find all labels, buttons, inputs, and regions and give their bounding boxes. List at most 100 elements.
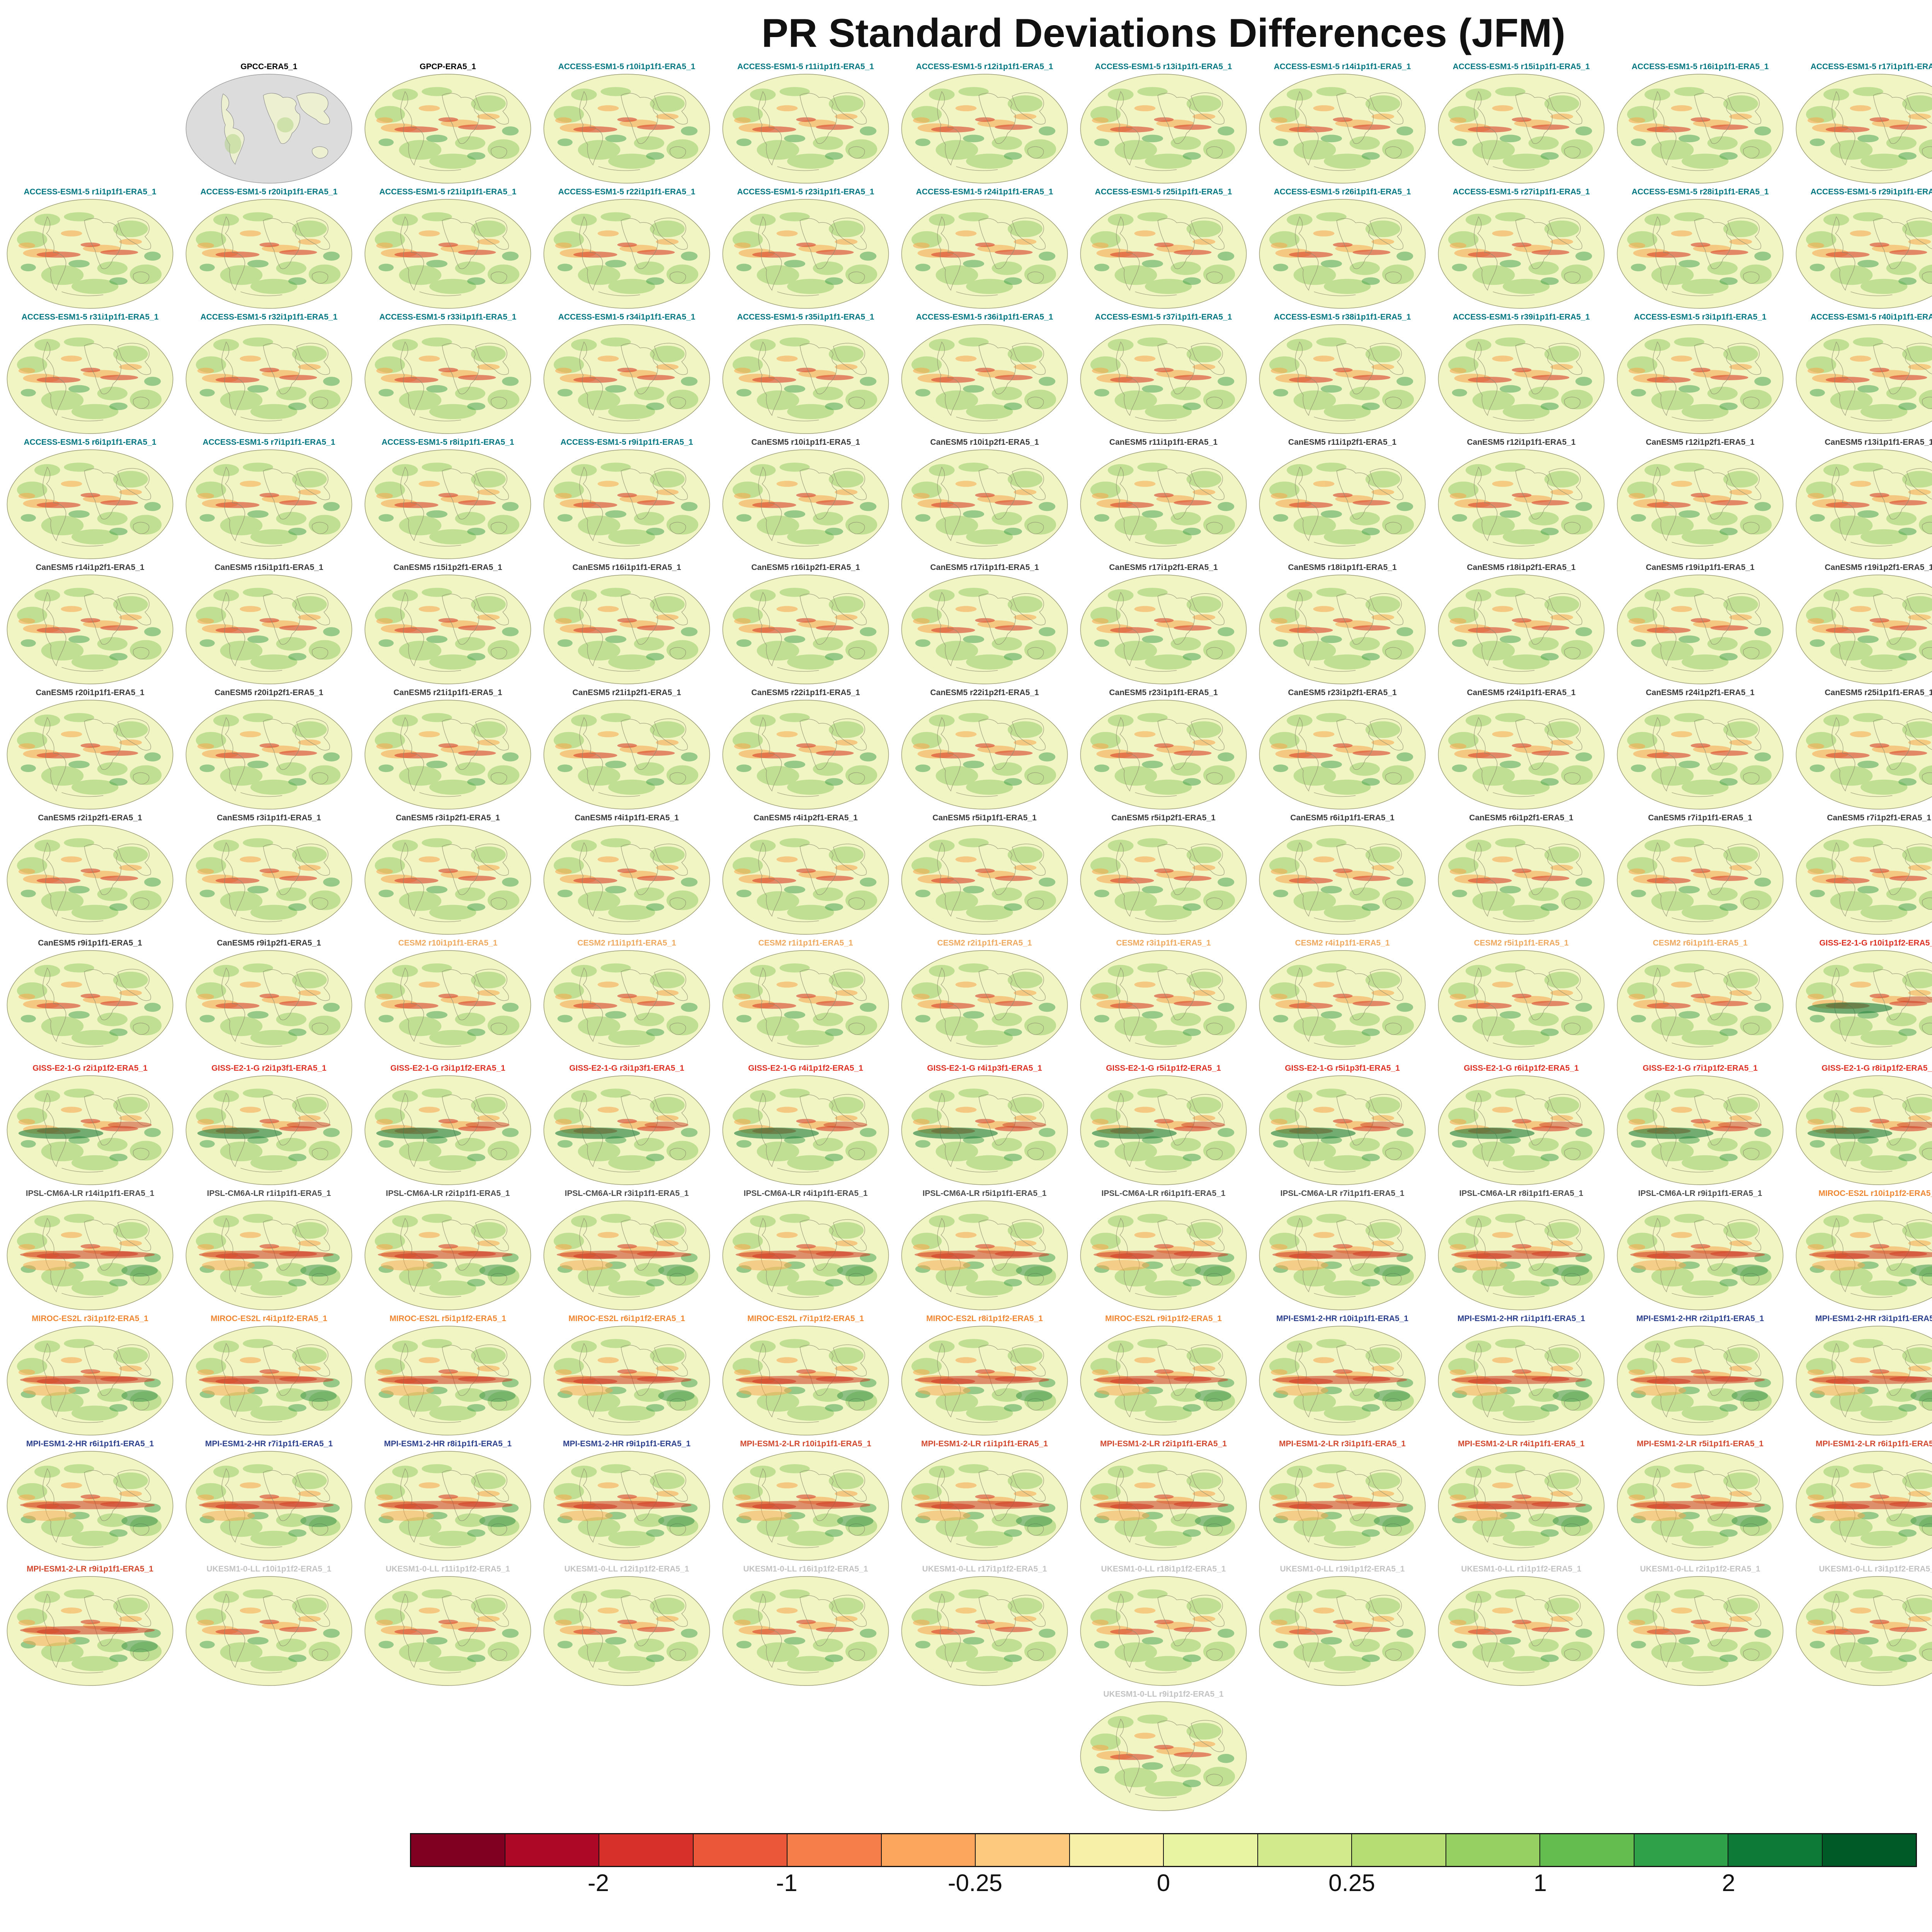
panel-label: CanESM5 r6i1p2f1-ERA5_1 — [1469, 813, 1573, 822]
world-map — [1793, 1574, 1932, 1688]
panel-label: ACCESS-ESM1-5 r14i1p1f1-ERA5_1 — [1274, 62, 1411, 71]
panel-label: ACCESS-ESM1-5 r40i1p1f1-ERA5_1 — [1810, 313, 1932, 321]
map-panel: MPI-ESM1-2-HR r7i1p1f1-ERA5_1 — [180, 1439, 359, 1564]
panel-label: MPI-ESM1-2-LR r10i1p1f1-ERA5_1 — [740, 1439, 871, 1448]
map-panel: ACCESS-ESM1-5 r10i1p1f1-ERA5_1 — [537, 62, 716, 187]
world-map — [4, 1199, 176, 1312]
map-panel: MIROC-ES2L r8i1p1f2-ERA5_1 — [895, 1314, 1074, 1439]
panel-label: MPI-ESM1-2-HR r10i1p1f1-ERA5_1 — [1276, 1314, 1408, 1323]
world-map — [1077, 573, 1250, 686]
world-map — [1793, 447, 1932, 561]
map-panel: CanESM5 r9i1p2f1-ERA5_1 — [180, 938, 359, 1063]
world-map — [1256, 1073, 1429, 1187]
panel-label: CanESM5 r5i1p2f1-ERA5_1 — [1111, 813, 1216, 822]
panel-label: IPSL-CM6A-LR r9i1p1f1-ERA5_1 — [1638, 1189, 1762, 1198]
map-panel: MPI-ESM1-2-HR r3i1p1f1-ERA5_1 — [1790, 1314, 1932, 1439]
panel-label: MPI-ESM1-2-LR r2i1p1f1-ERA5_1 — [1100, 1439, 1227, 1448]
panel-label: CESM2 r6i1p1f1-ERA5_1 — [1653, 939, 1748, 947]
world-map — [1435, 322, 1607, 436]
panel-label: CanESM5 r20i1p2f1-ERA5_1 — [214, 688, 323, 697]
world-map — [1077, 1449, 1250, 1563]
world-map — [1077, 1199, 1250, 1312]
panel-label: CanESM5 r19i1p1f1-ERA5_1 — [1646, 563, 1755, 572]
world-map — [1435, 1574, 1607, 1688]
map-panel: ACCESS-ESM1-5 r15i1p1f1-ERA5_1 — [1432, 62, 1611, 187]
map-panel: MPI-ESM1-2-LR r5i1p1f1-ERA5_1 — [1611, 1439, 1790, 1564]
world-map — [719, 447, 892, 561]
panel-label: CanESM5 r3i1p2f1-ERA5_1 — [396, 813, 500, 822]
map-panel: CESM2 r2i1p1f1-ERA5_1 — [895, 938, 1074, 1063]
map-panel: GISS-E2-1-G r2i1p3f1-ERA5_1 — [180, 1063, 359, 1189]
panel-label: UKESM1-0-LL r19i1p1f2-ERA5_1 — [1280, 1565, 1405, 1573]
map-panel: MIROC-ES2L r4i1p1f2-ERA5_1 — [180, 1314, 359, 1439]
world-map — [1614, 322, 1786, 436]
map-panel: CanESM5 r20i1p2f1-ERA5_1 — [180, 688, 359, 813]
map-panel: MIROC-ES2L r5i1p1f2-ERA5_1 — [359, 1314, 537, 1439]
world-map — [183, 1449, 355, 1563]
map-panel: MPI-ESM1-2-LR r6i1p1f1-ERA5_1 — [1790, 1439, 1932, 1564]
map-panel: ACCESS-ESM1-5 r28i1p1f1-ERA5_1 — [1611, 187, 1790, 312]
map-panel: CanESM5 r3i1p1f1-ERA5_1 — [180, 813, 359, 938]
panel-label: CESM2 r11i1p1f1-ERA5_1 — [577, 939, 676, 947]
map-panel: ACCESS-ESM1-5 r11i1p1f1-ERA5_1 — [716, 62, 895, 187]
figure-title: PR Standard Deviations Differences (JFM) — [761, 11, 1566, 56]
map-panel: MIROC-ES2L r7i1p1f2-ERA5_1 — [716, 1314, 895, 1439]
world-map — [362, 698, 534, 811]
map-panel: CanESM5 r19i1p2f1-ERA5_1 — [1790, 563, 1932, 688]
colorbar-tick-label: 1 — [1533, 1870, 1547, 1896]
map-panel: MPI-ESM1-2-LR r1i1p1f1-ERA5_1 — [895, 1439, 1074, 1564]
panel-label: CanESM5 r2i1p2f1-ERA5_1 — [38, 813, 142, 822]
map-panel: ACCESS-ESM1-5 r23i1p1f1-ERA5_1 — [716, 187, 895, 312]
world-map — [1256, 698, 1429, 811]
map-panel: UKESM1-0-LL r3i1p1f2-ERA5_1 — [1790, 1564, 1932, 1689]
panel-label: CanESM5 r19i1p2f1-ERA5_1 — [1825, 563, 1932, 572]
world-map — [1077, 823, 1250, 937]
map-panel: IPSL-CM6A-LR r4i1p1f1-ERA5_1 — [716, 1189, 895, 1314]
panel-label: MPI-ESM1-2-HR r6i1p1f1-ERA5_1 — [26, 1439, 154, 1448]
colorbar-segment — [1445, 1834, 1539, 1866]
map-panel: ACCESS-ESM1-5 r13i1p1f1-ERA5_1 — [1074, 62, 1253, 187]
map-panel: MPI-ESM1-2-HR r2i1p1f1-ERA5_1 — [1611, 1314, 1790, 1439]
panel-label: CanESM5 r12i1p2f1-ERA5_1 — [1646, 438, 1755, 447]
panel-label: ACCESS-ESM1-5 r10i1p1f1-ERA5_1 — [558, 62, 696, 71]
map-panel: UKESM1-0-LL r9i1p1f2-ERA5_1 — [1074, 1689, 1253, 1815]
world-map — [362, 1574, 534, 1688]
colorbar-segment — [1728, 1834, 1822, 1866]
panel-label: CanESM5 r13i1p1f1-ERA5_1 — [1825, 438, 1932, 447]
map-panel: CanESM5 r5i1p2f1-ERA5_1 — [1074, 813, 1253, 938]
map-panel: UKESM1-0-LL r12i1p1f2-ERA5_1 — [537, 1564, 716, 1689]
panel-label: ACCESS-ESM1-5 r9i1p1f1-ERA5_1 — [560, 438, 693, 447]
map-panel: CESM2 r4i1p1f1-ERA5_1 — [1253, 938, 1432, 1063]
panel-label: CanESM5 r6i1p1f1-ERA5_1 — [1290, 813, 1395, 822]
panel-label: MPI-ESM1-2-LR r1i1p1f1-ERA5_1 — [921, 1439, 1048, 1448]
panel-label: CanESM5 r24i1p2f1-ERA5_1 — [1646, 688, 1755, 697]
panel-label: GISS-E2-1-G r4i1p1f2-ERA5_1 — [748, 1064, 863, 1073]
panel-label: ACCESS-ESM1-5 r7i1p1f1-ERA5_1 — [202, 438, 335, 447]
map-panel: ACCESS-ESM1-5 r17i1p1f1-ERA5_1 — [1790, 62, 1932, 187]
world-map — [183, 698, 355, 811]
colorbar-segment — [975, 1834, 1069, 1866]
map-panel: GISS-E2-1-G r8i1p1f2-ERA5_1 — [1790, 1063, 1932, 1189]
panel-label: UKESM1-0-LL r18i1p1f2-ERA5_1 — [1101, 1565, 1226, 1573]
colorbar-tick-label: -1 — [776, 1870, 798, 1896]
world-map — [898, 823, 1071, 937]
panel-label: ACCESS-ESM1-5 r1i1p1f1-ERA5_1 — [24, 187, 156, 196]
world-map — [898, 1199, 1071, 1312]
world-map — [1077, 1073, 1250, 1187]
panel-label: GISS-E2-1-G r3i1p3f1-ERA5_1 — [569, 1064, 684, 1073]
map-panel: CanESM5 r23i1p1f1-ERA5_1 — [1074, 688, 1253, 813]
colorbar-units-label: mm/day — [410, 1930, 1917, 1932]
map-panel: GPCP-ERA5_1 — [359, 62, 537, 187]
panel-label: GISS-E2-1-G r2i1p1f2-ERA5_1 — [32, 1064, 148, 1073]
map-panel: ACCESS-ESM1-5 r12i1p1f1-ERA5_1 — [895, 62, 1074, 187]
map-panel: ACCESS-ESM1-5 r3i1p1f1-ERA5_1 — [1611, 312, 1790, 437]
world-map — [541, 573, 713, 686]
world-map — [1614, 698, 1786, 811]
panel-label: CanESM5 r17i1p1f1-ERA5_1 — [930, 563, 1039, 572]
map-panel: IPSL-CM6A-LR r5i1p1f1-ERA5_1 — [895, 1189, 1074, 1314]
world-map — [1256, 322, 1429, 436]
panel-label: CanESM5 r25i1p1f1-ERA5_1 — [1825, 688, 1932, 697]
panel-grid: GPCC-ERA5_1 GPCP-ERA5_1 ACCESS-ESM1-5 r10i… — [1, 62, 1932, 1689]
world-map — [1077, 447, 1250, 561]
panel-label: GISS-E2-1-G r2i1p3f1-ERA5_1 — [211, 1064, 327, 1073]
